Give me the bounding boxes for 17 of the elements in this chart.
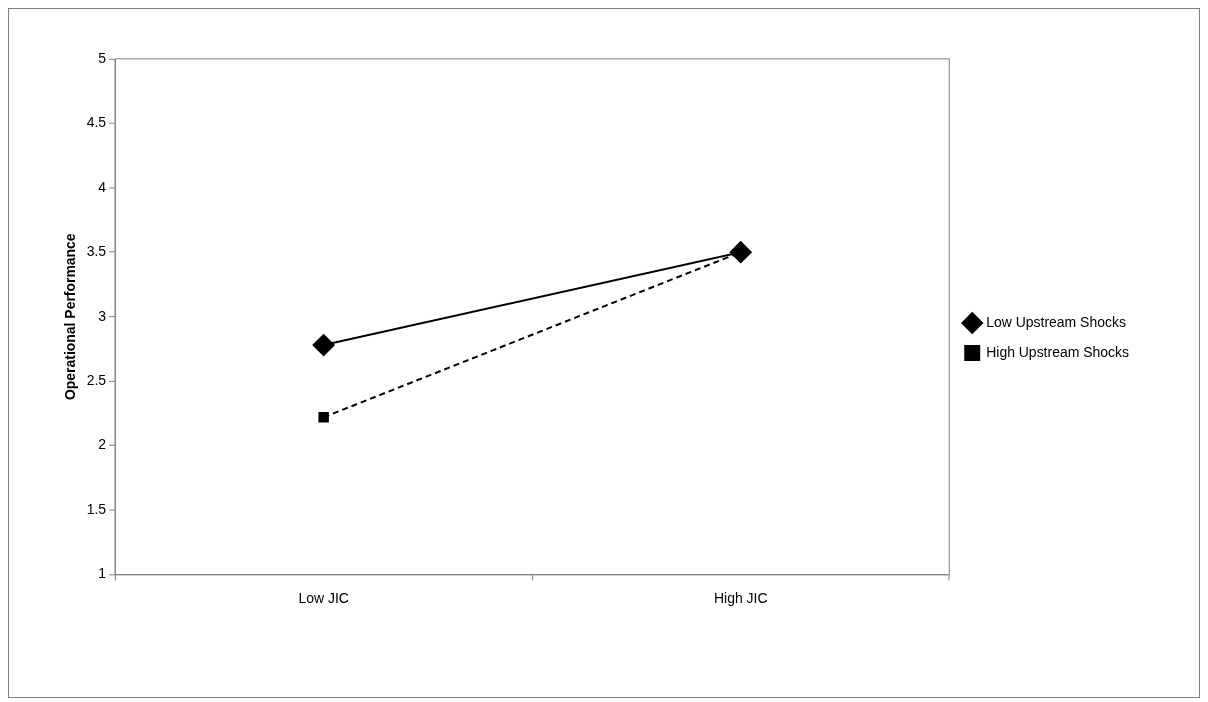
y-tick-label: 3: [98, 307, 107, 324]
point: [729, 241, 752, 264]
point: [312, 334, 335, 357]
legend-label: Low Upstream Shocks: [986, 313, 1126, 330]
y-tick-label: 5: [98, 49, 107, 66]
y-tick-label: 2.5: [86, 372, 107, 389]
y-tick-label: 4.5: [86, 114, 107, 131]
x-tick-label: Low JIC: [298, 589, 349, 606]
x-tick-label: High JIC: [713, 589, 768, 606]
legend-label: High Upstream Shocks: [986, 343, 1129, 360]
y-tick-label: 3.5: [86, 243, 107, 260]
point: [318, 412, 329, 423]
y-tick-label: 2: [98, 436, 107, 453]
y-axis-title: Operational Performance: [62, 233, 79, 401]
y-tick-label: 4: [98, 178, 107, 195]
y-tick-label: 1: [98, 565, 107, 582]
y-tick-label: 1.5: [86, 500, 107, 517]
